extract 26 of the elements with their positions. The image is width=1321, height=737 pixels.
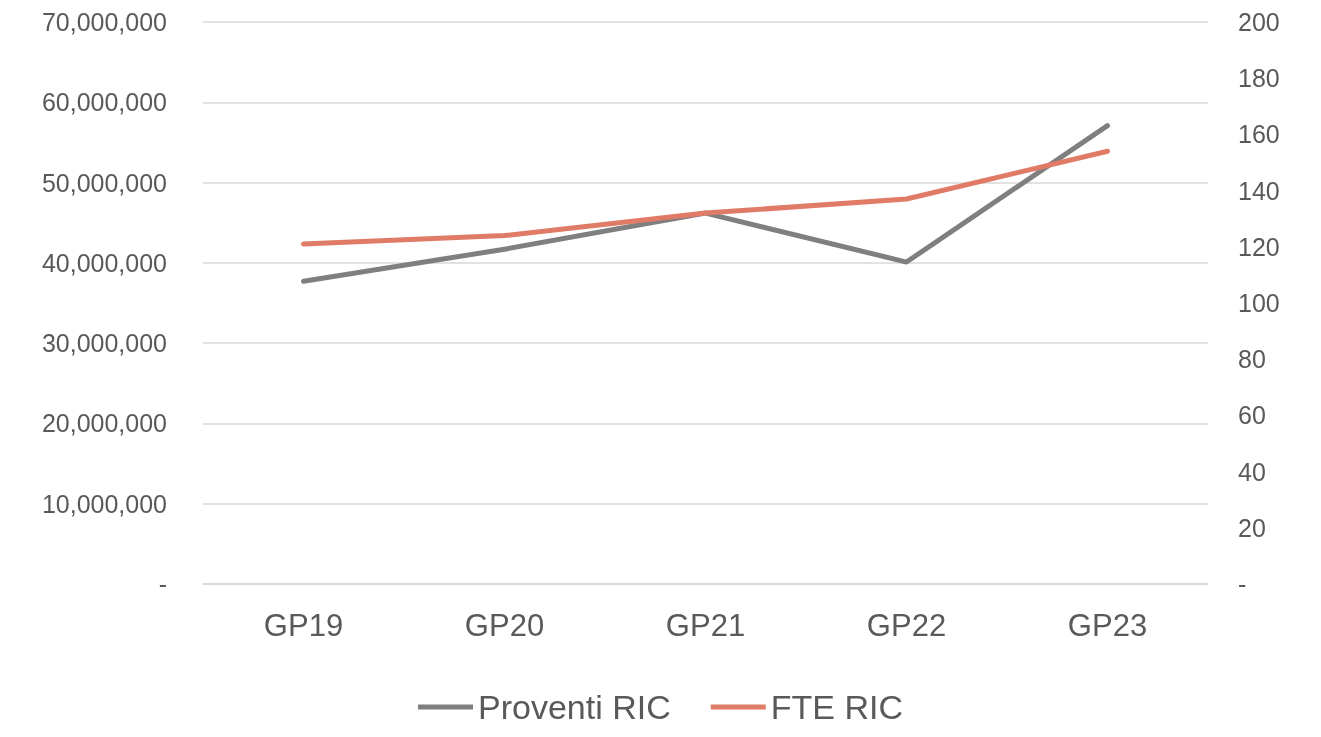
y-tick-label: 40,000,000 bbox=[41, 248, 167, 277]
x-tick-label: GP20 bbox=[464, 608, 545, 643]
y-tick-label: 20,000,000 bbox=[41, 409, 167, 438]
y2-tick-label: 100 bbox=[1238, 289, 1280, 317]
x-tick-label: GP21 bbox=[665, 608, 746, 643]
y-tick-label: 70,000,000 bbox=[41, 8, 167, 36]
y2-tick-label: 20 bbox=[1238, 513, 1266, 542]
x-tick-label: GP19 bbox=[263, 608, 344, 643]
y2-tick-label: 60 bbox=[1238, 401, 1266, 430]
legend-label: FTE RIC bbox=[770, 688, 903, 726]
y-tick-label: - bbox=[158, 570, 167, 598]
y-tick-label: 60,000,000 bbox=[41, 88, 167, 117]
y2-tick-label: 120 bbox=[1238, 232, 1280, 261]
y2-tick-label: 200 bbox=[1238, 8, 1280, 36]
y2-tick-label: - bbox=[1238, 570, 1247, 598]
y2-tick-label: 160 bbox=[1238, 120, 1280, 149]
x-tick-label: GP22 bbox=[866, 608, 947, 643]
y-tick-label: 10,000,000 bbox=[41, 489, 167, 518]
y-tick-label: 50,000,000 bbox=[41, 168, 167, 197]
y2-tick-label: 140 bbox=[1238, 176, 1280, 205]
legend-label: Proventi RIC bbox=[478, 688, 671, 726]
x-tick-label: GP23 bbox=[1067, 608, 1148, 643]
y2-tick-label: 40 bbox=[1238, 457, 1266, 486]
y2-tick-label: 80 bbox=[1238, 345, 1266, 374]
y2-tick-label: 180 bbox=[1238, 64, 1280, 93]
y-tick-label: 30,000,000 bbox=[41, 329, 167, 358]
